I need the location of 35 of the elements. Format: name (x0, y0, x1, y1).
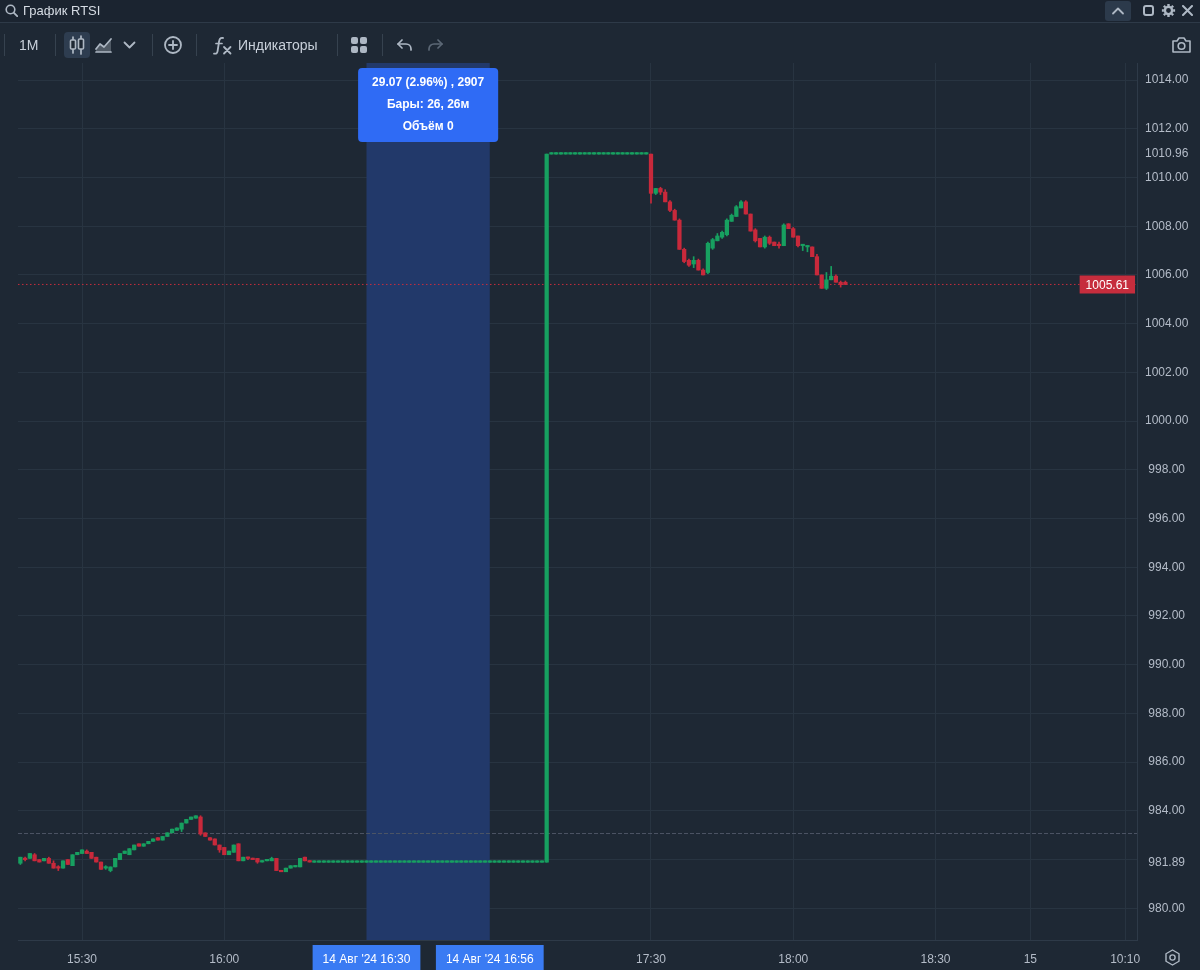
y-tick-label: 990.00 (1148, 657, 1186, 672)
x-tick-label: 18:00 (778, 951, 809, 966)
annotation: Объём 0 (402, 119, 454, 134)
text: 1M (19, 37, 39, 53)
annotation: Бары: 26, 26м (386, 97, 470, 112)
text: Индикаторы (238, 37, 318, 53)
x-tick-label: 18:30 (920, 951, 951, 966)
x-tick-label: 10:10 (1110, 951, 1141, 966)
y-tick-label: 1012.00 (1144, 121, 1189, 136)
x-tick-label: 14 Авг '24 16:30 (322, 951, 411, 966)
x-tick-label: 16:00 (209, 951, 240, 966)
y-tick-label: 980.00 (1148, 900, 1186, 915)
y-tick-label: 986.00 (1148, 754, 1186, 769)
x-tick-label: 15:30 (66, 951, 98, 966)
y-tick-label: 1010.00 (1144, 169, 1189, 184)
y-tick-label: 998.00 (1148, 462, 1186, 477)
y-tick-label: 1010.96 (1144, 146, 1189, 161)
annotation: 29.07 (2.96%) , 2907 (372, 75, 485, 90)
y-tick-label: 994.00 (1148, 559, 1186, 574)
y-tick-label: 981.89 (1148, 854, 1186, 869)
y-tick-label: 1002.00 (1144, 364, 1189, 379)
y-tick-label: 984.00 (1148, 803, 1186, 818)
y-tick-label: 996.00 (1148, 510, 1186, 525)
x-tick-label: 14 Авг '24 16:56 (445, 951, 534, 966)
x-tick-label: 17:30 (635, 951, 667, 966)
chart-title: График RTSI (23, 3, 101, 19)
y-tick-label: 988.00 (1148, 705, 1186, 720)
x-tick-label: 15 (1023, 951, 1038, 966)
y-tick-label: 992.00 (1148, 608, 1186, 623)
y-tick-label: 1006.00 (1144, 267, 1189, 282)
y-tick-label: 1014.00 (1144, 72, 1189, 87)
y-tick-label: 1008.00 (1144, 218, 1189, 233)
y-tick-label: 1000.00 (1144, 413, 1189, 428)
y-tick-label: 1004.00 (1144, 315, 1189, 330)
ref-line-label: 1005.61 (1085, 277, 1130, 292)
